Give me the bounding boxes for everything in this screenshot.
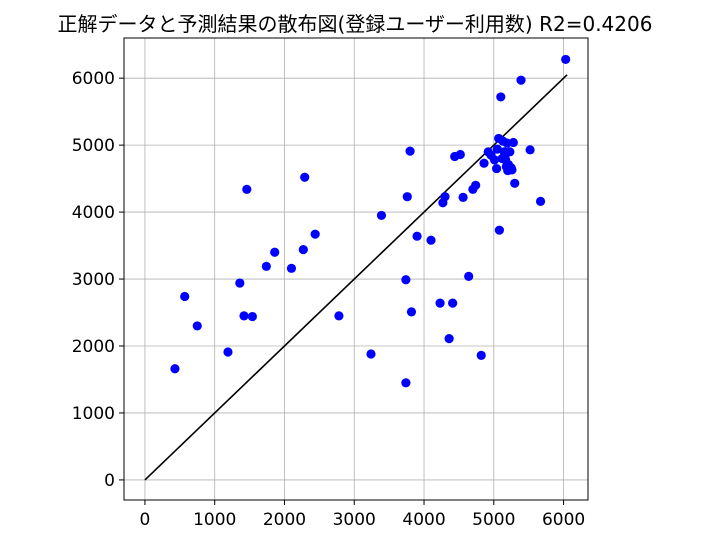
x-tick-label: 1000: [193, 510, 236, 530]
data-point: [464, 271, 474, 281]
data-point: [516, 75, 526, 85]
data-point: [334, 311, 344, 321]
x-tick-label: 6000: [542, 510, 585, 530]
data-point: [507, 165, 517, 175]
plot-area-frame: [123, 37, 589, 501]
data-point: [261, 261, 271, 271]
x-tick-label: 0: [140, 510, 151, 530]
y-tick-label: 6000: [72, 69, 115, 89]
data-point: [535, 196, 546, 206]
y-tick-label: 2000: [72, 337, 115, 357]
data-point: [458, 192, 468, 202]
data-point: [440, 192, 450, 202]
x-tick-label: 5000: [472, 510, 515, 530]
data-point: [412, 231, 422, 241]
data-point: [401, 378, 411, 388]
data-point: [239, 311, 249, 321]
data-point: [170, 364, 180, 374]
data-point: [300, 172, 310, 182]
data-point: [471, 180, 481, 190]
x-tick-label: 4000: [402, 510, 445, 530]
data-point: [479, 158, 489, 168]
data-point: [494, 225, 504, 235]
data-point: [508, 137, 518, 148]
data-point: [491, 163, 502, 174]
data-point: [298, 244, 308, 255]
data-point: [180, 291, 190, 302]
data-point: [270, 247, 280, 257]
data-point: [496, 92, 506, 102]
data-point: [406, 307, 417, 317]
x-tick-label: 2000: [263, 510, 306, 530]
y-tick-label: 1000: [72, 404, 115, 424]
data-point: [505, 147, 515, 157]
data-point: [310, 229, 320, 239]
data-point: [510, 178, 520, 188]
data-point: [366, 349, 376, 359]
data-point: [476, 350, 486, 360]
data-point: [242, 184, 252, 194]
y-tick-label: 5000: [72, 136, 115, 156]
data-point: [448, 298, 458, 308]
data-point: [192, 321, 202, 331]
data-point: [561, 54, 571, 65]
data-point: [376, 210, 387, 221]
y-tick-label: 0: [104, 471, 115, 491]
data-point: [492, 144, 502, 154]
reference-line-layer: [144, 74, 568, 481]
data-point: [401, 275, 411, 285]
data-point: [235, 278, 245, 288]
data-point: [489, 155, 500, 165]
axis-ticks: 0 1000 2000 3000 4000 5000 6000 0 1000 2000 3000 40…: [72, 69, 585, 530]
x-tick-label: 3000: [333, 510, 376, 530]
y-tick-label: 4000: [72, 203, 115, 223]
data-point: [525, 145, 535, 155]
chart-title: 正解データと予測結果の散布図(登録ユーザー利用数) R2=0.4206: [58, 12, 653, 36]
data-point: [426, 235, 436, 245]
reference-line: [144, 74, 568, 481]
data-point: [223, 347, 233, 357]
grid: [124, 38, 588, 500]
data-point: [405, 146, 415, 156]
data-point: [435, 298, 445, 308]
data-points: [170, 54, 571, 388]
data-point: [286, 263, 297, 273]
data-point: [444, 334, 454, 344]
data-point: [402, 192, 412, 202]
data-point: [455, 149, 465, 160]
data-point: [247, 311, 257, 322]
y-tick-label: 3000: [72, 270, 115, 290]
